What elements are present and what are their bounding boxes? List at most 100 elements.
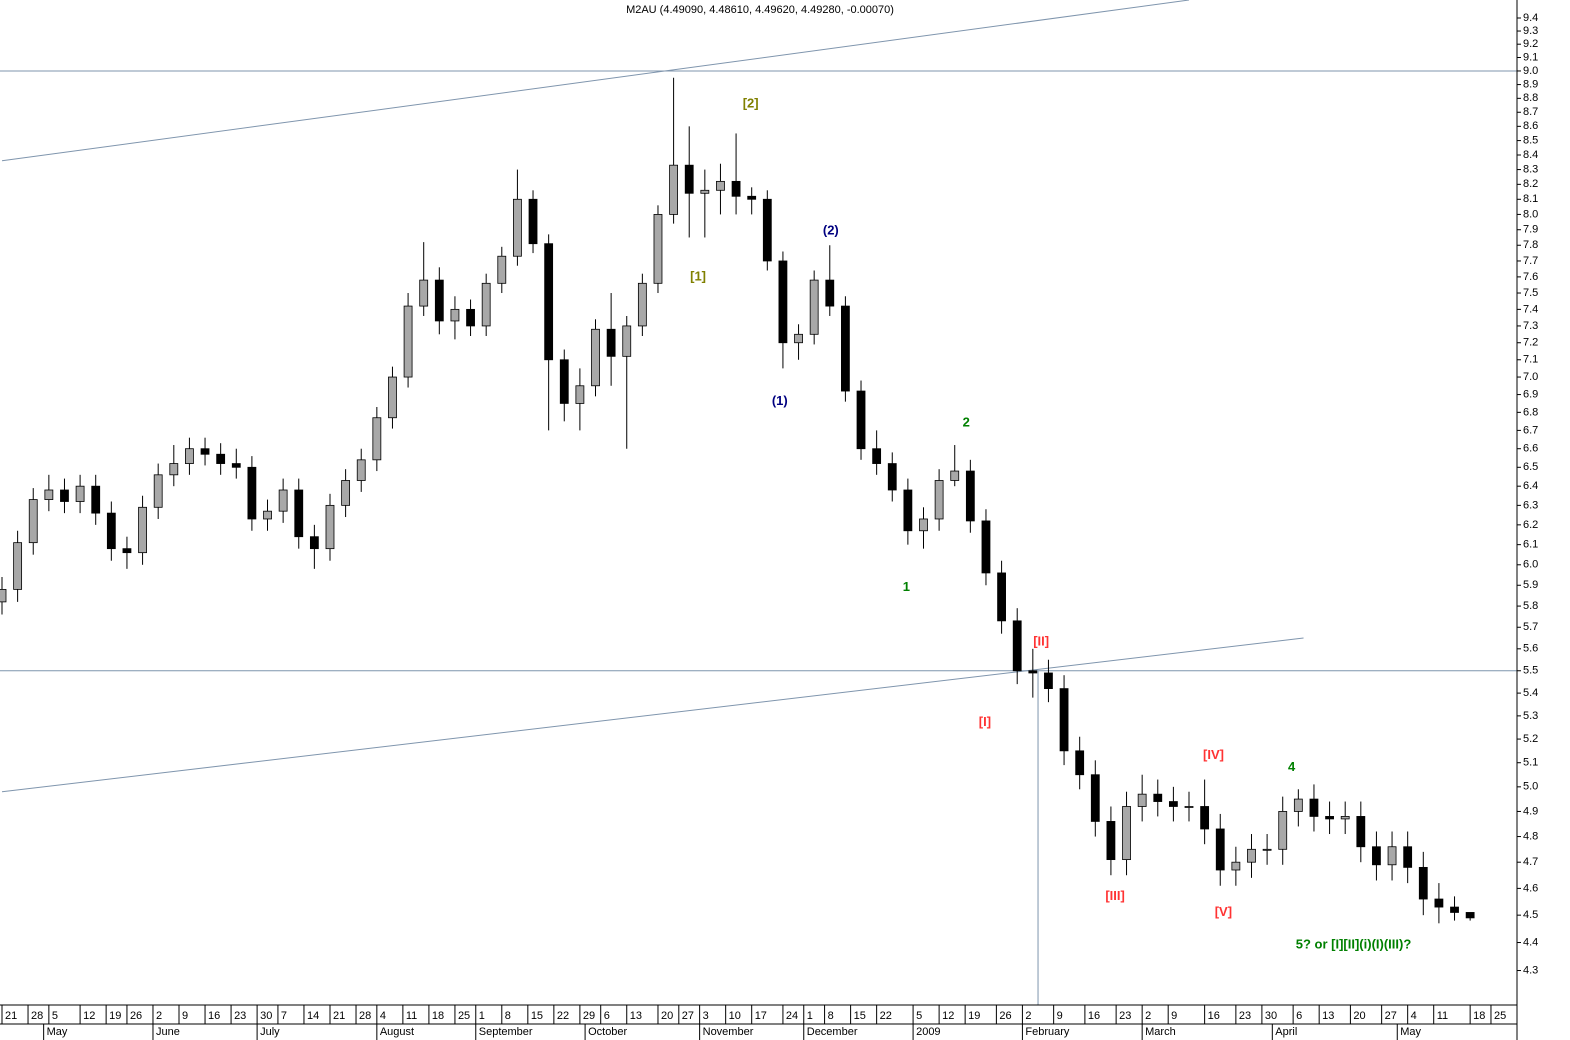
x-tick-label: 20 — [1353, 1010, 1365, 1022]
x-tick-label: 25 — [1494, 1010, 1506, 1022]
candle-body — [325, 504, 335, 550]
y-tick-label: 7.2 — [1523, 337, 1538, 349]
x-tick-label: 11 — [406, 1010, 417, 1022]
y-tick-label: 8.1 — [1523, 193, 1538, 205]
candle-body — [528, 198, 538, 245]
candle-body — [434, 279, 444, 322]
x-tick-label: 23 — [1119, 1010, 1131, 1022]
y-tick-label: 6.2 — [1523, 519, 1538, 531]
candle-body — [153, 474, 163, 508]
x-tick-label: 3 — [703, 1010, 709, 1022]
candle-body — [825, 279, 835, 307]
wave-label: [1] — [690, 268, 706, 283]
candle-body — [841, 305, 850, 392]
candle-body — [1137, 793, 1147, 807]
x-tick-label: 23 — [234, 1010, 246, 1022]
candle-body — [997, 572, 1006, 622]
y-tick-label: 8.2 — [1523, 178, 1538, 190]
y-tick-label: 7.8 — [1523, 239, 1538, 251]
y-tick-label: 5.3 — [1523, 710, 1538, 722]
candle-body — [747, 195, 757, 200]
x-tick-label: 30 — [1265, 1010, 1277, 1022]
candle-body — [138, 506, 147, 554]
candle-body — [1293, 798, 1303, 812]
y-tick-label: 7.7 — [1523, 255, 1538, 267]
x-tick-label: 8 — [828, 1010, 834, 1022]
x-tick-label: 5 — [916, 1010, 922, 1022]
month-label: June — [156, 1026, 180, 1038]
wave-label: [IV] — [1203, 747, 1224, 762]
candle-body — [606, 328, 616, 357]
candle-body — [231, 463, 241, 468]
y-tick-label: 6.8 — [1523, 406, 1538, 418]
y-tick-label: 5.0 — [1523, 781, 1538, 793]
wave-label: (1) — [772, 393, 788, 408]
x-tick-label: 16 — [208, 1010, 220, 1022]
trend-line — [1, 637, 1304, 793]
candle-body — [981, 520, 991, 574]
y-tick-label: 5.7 — [1523, 621, 1538, 633]
candle-body — [887, 463, 897, 491]
candle-body — [762, 198, 772, 262]
wave-label: [III] — [1105, 888, 1125, 903]
candle-body — [1356, 816, 1366, 848]
candle-body — [278, 489, 288, 512]
candle-body — [1403, 846, 1413, 868]
trend-line — [1, 0, 1190, 162]
month-label: November — [703, 1026, 754, 1038]
candle-body — [1418, 866, 1428, 900]
x-tick-label: 16 — [1208, 1010, 1220, 1022]
month-label: 2009 — [916, 1026, 940, 1038]
month-label: April — [1275, 1026, 1297, 1038]
candle-body — [794, 333, 803, 344]
wave-label: [II] — [1033, 634, 1049, 649]
candle-body — [1262, 848, 1272, 851]
candle-body — [106, 512, 116, 550]
x-tick-label: 10 — [729, 1010, 741, 1022]
candle-body — [481, 282, 491, 327]
y-tick-label: 8.7 — [1523, 106, 1538, 118]
y-tick-label: 4.3 — [1523, 964, 1538, 976]
x-tick-label: 27 — [682, 1010, 694, 1022]
y-tick-label: 9.0 — [1523, 65, 1538, 77]
wave-label: 1 — [903, 579, 910, 594]
candle-body — [309, 536, 319, 550]
candle-body — [778, 260, 788, 344]
x-tick-label: 6 — [604, 1010, 610, 1022]
x-tick-label: 29 — [583, 1010, 595, 1022]
candle-body — [544, 243, 554, 361]
wave-label: 2 — [963, 415, 970, 430]
candle-body — [13, 542, 23, 590]
x-tick-label: 20 — [661, 1010, 673, 1022]
y-tick-label: 6.9 — [1523, 388, 1538, 400]
candle-body — [1372, 846, 1381, 866]
candle-body — [356, 459, 366, 481]
month-label: August — [380, 1026, 414, 1038]
candle-body — [75, 485, 85, 502]
candle-body — [403, 305, 413, 378]
month-label: May — [1400, 1026, 1421, 1038]
x-tick-label: 22 — [557, 1010, 569, 1022]
y-tick-label: 7.0 — [1523, 371, 1538, 383]
candle-body — [1012, 620, 1022, 672]
x-tick-label: 19 — [109, 1010, 121, 1022]
month-label: September — [479, 1026, 533, 1038]
candle-body — [591, 328, 600, 387]
candle-body — [872, 448, 882, 464]
y-tick-label: 4.5 — [1523, 909, 1538, 921]
month-label: December — [807, 1026, 858, 1038]
candle-body — [637, 282, 647, 327]
candle-body — [950, 470, 960, 481]
y-tick-label: 5.9 — [1523, 579, 1538, 591]
candle-body — [1122, 806, 1131, 861]
y-tick-label: 8.3 — [1523, 163, 1538, 175]
y-tick-label: 8.4 — [1523, 149, 1538, 161]
candle-body — [1168, 801, 1178, 807]
candle-body — [497, 255, 507, 284]
candle-body — [684, 164, 694, 194]
y-tick-label: 8.9 — [1523, 78, 1538, 90]
candle-body — [185, 448, 194, 464]
candle-body — [263, 510, 272, 520]
y-tick-label: 4.8 — [1523, 830, 1538, 842]
